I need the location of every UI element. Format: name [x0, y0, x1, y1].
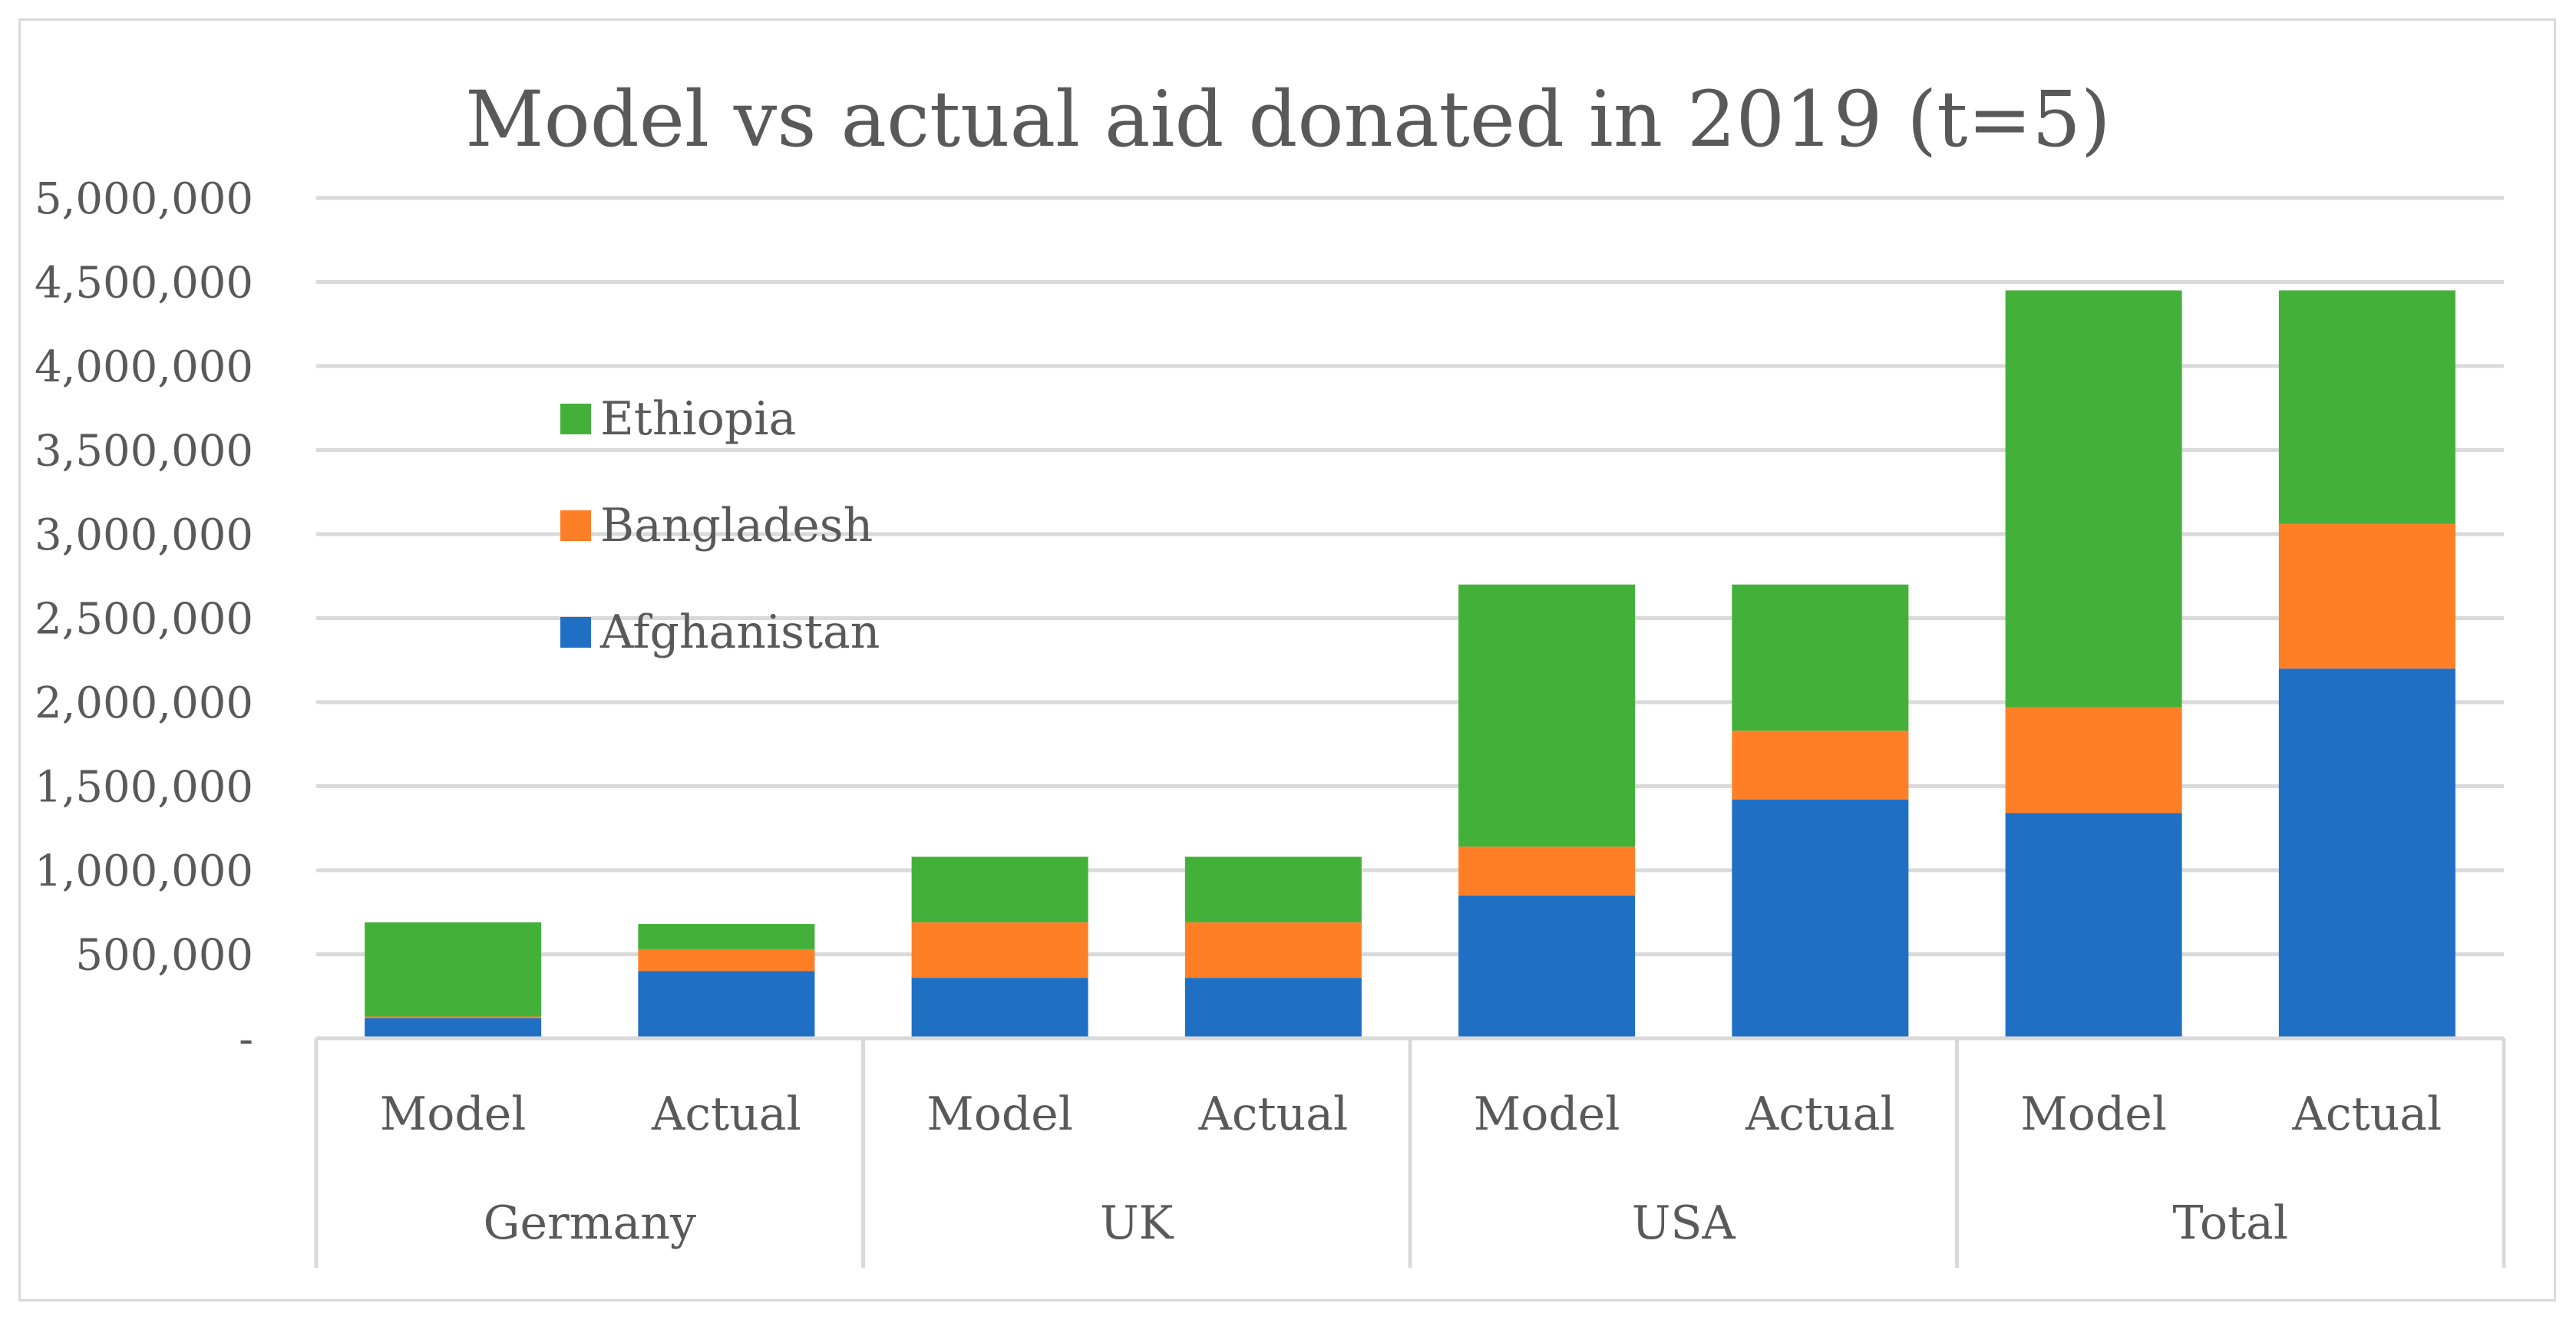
- y-tick-label: 2,500,000: [35, 595, 253, 645]
- x-group-label: USA: [1632, 1196, 1736, 1250]
- bar-afghanistan-total-actual: [2278, 668, 2455, 1038]
- x-category-label: Actual: [651, 1087, 801, 1141]
- x-category-label: Model: [1474, 1087, 1620, 1141]
- bar-ethiopia-germany-model: [365, 922, 542, 1017]
- y-tick-label: 2,000,000: [35, 678, 253, 728]
- x-category-label: Model: [926, 1087, 1073, 1141]
- y-tick-label: 1,500,000: [35, 763, 253, 813]
- y-tick-label: -: [239, 1015, 253, 1064]
- bar-ethiopia-germany-actual: [638, 924, 815, 949]
- bar-afghanistan-uk-model: [911, 978, 1088, 1038]
- legend-swatch-bangladesh: [560, 510, 591, 541]
- x-category-label: Actual: [1198, 1087, 1349, 1141]
- bar-bangladesh-total-actual: [2278, 523, 2455, 669]
- bar-bangladesh-uk-model: [911, 922, 1088, 978]
- y-tick-label: 1,000,000: [35, 846, 253, 896]
- bar-bangladesh-uk-actual: [1184, 922, 1362, 978]
- legend-label-afghanistan: Afghanistan: [599, 605, 880, 659]
- legend: Ethiopia Bangladesh Afghanistan: [560, 392, 880, 659]
- y-tick-label: 4,500,000: [35, 259, 253, 308]
- x-category-label: Model: [380, 1087, 527, 1141]
- bar-ethiopia-usa-actual: [1732, 584, 1909, 731]
- x-group-label: UK: [1100, 1196, 1174, 1250]
- chart-title: Model vs actual aid donated in 2019 (t=5…: [465, 74, 2111, 164]
- bar-ethiopia-uk-actual: [1184, 856, 1362, 922]
- bar-bangladesh-germany-actual: [638, 949, 815, 972]
- y-tick-label: 3,500,000: [35, 427, 253, 477]
- y-tick-label: 4,000,000: [35, 342, 253, 392]
- y-tick-label: 3,000,000: [35, 510, 253, 560]
- bar-bangladesh-usa-actual: [1732, 731, 1909, 800]
- x-category-label: Actual: [2292, 1087, 2442, 1141]
- x-category-label: Actual: [1745, 1087, 1895, 1141]
- x-group-label: Germany: [484, 1196, 696, 1250]
- bar-afghanistan-total-model: [2005, 813, 2182, 1038]
- bar-afghanistan-uk-actual: [1184, 978, 1362, 1038]
- legend-swatch-ethiopia: [560, 404, 591, 434]
- bar-ethiopia-usa-model: [1458, 584, 1636, 847]
- bar-afghanistan-usa-model: [1458, 895, 1636, 1038]
- legend-swatch-afghanistan: [560, 617, 591, 648]
- legend-label-bangladesh: Bangladesh: [600, 499, 873, 553]
- bar-afghanistan-usa-actual: [1732, 800, 1909, 1038]
- bars: [365, 290, 2455, 1038]
- bar-bangladesh-germany-model: [365, 1016, 542, 1018]
- y-tick-label: 5,000,000: [35, 174, 253, 224]
- bar-ethiopia-uk-model: [911, 856, 1088, 922]
- bar-bangladesh-usa-model: [1458, 846, 1636, 896]
- bar-afghanistan-germany-actual: [638, 971, 815, 1038]
- x-category-label: Model: [2020, 1087, 2167, 1141]
- x-axis: Model Actual Model Actual Model Actual Model Ac…: [314, 1036, 2506, 1268]
- x-group-label: Total: [2172, 1196, 2288, 1250]
- y-axis-ticks: - 500,000 1,000,000 1,500,000 2,000,000 2,500…: [35, 174, 253, 1064]
- legend-label-ethiopia: Ethiopia: [600, 392, 796, 446]
- bar-afghanistan-germany-model: [365, 1018, 542, 1038]
- bar-ethiopia-total-actual: [2278, 290, 2455, 524]
- bar-bangladesh-total-model: [2005, 707, 2182, 813]
- bar-ethiopia-total-model: [2005, 290, 2182, 708]
- y-tick-label: 500,000: [75, 931, 253, 981]
